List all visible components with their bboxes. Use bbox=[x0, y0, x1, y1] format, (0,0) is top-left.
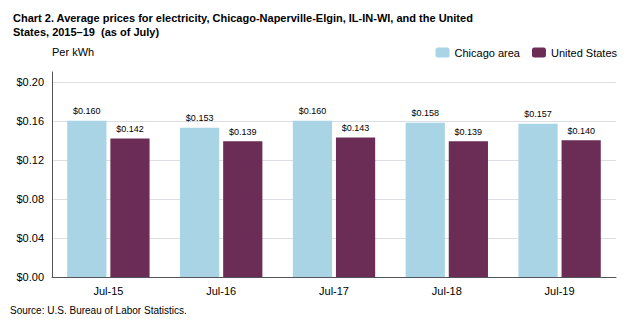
svg-text:$0.00: $0.00 bbox=[16, 271, 44, 283]
svg-text:Source: U.S. Bureau of Labor S: Source: U.S. Bureau of Labor Statistics. bbox=[10, 305, 187, 316]
svg-text:$0.143: $0.143 bbox=[342, 123, 370, 133]
svg-text:Jul-16: Jul-16 bbox=[206, 285, 236, 297]
svg-text:$0.153: $0.153 bbox=[186, 113, 214, 123]
svg-text:$0.140: $0.140 bbox=[567, 126, 595, 136]
svg-text:$0.12: $0.12 bbox=[16, 154, 44, 166]
svg-text:$0.04: $0.04 bbox=[16, 232, 44, 244]
svg-text:Chicago area: Chicago area bbox=[455, 47, 521, 59]
svg-text:$0.139: $0.139 bbox=[229, 127, 257, 137]
svg-text:$0.139: $0.139 bbox=[455, 127, 483, 137]
svg-text:$0.158: $0.158 bbox=[411, 108, 439, 118]
svg-text:Jul-19: Jul-19 bbox=[545, 285, 575, 297]
svg-text:States, 2015–19 (as of July): States, 2015–19 (as of July) bbox=[13, 26, 159, 38]
svg-text:Jul-18: Jul-18 bbox=[432, 285, 462, 297]
svg-text:$0.157: $0.157 bbox=[524, 109, 552, 119]
svg-text:United States: United States bbox=[551, 47, 618, 59]
svg-text:$0.160: $0.160 bbox=[299, 106, 327, 116]
svg-text:Jul-17: Jul-17 bbox=[319, 285, 349, 297]
svg-text:$0.160: $0.160 bbox=[73, 106, 101, 116]
svg-text:$0.20: $0.20 bbox=[16, 76, 44, 88]
svg-text:Per kWh: Per kWh bbox=[52, 46, 94, 58]
svg-text:$0.08: $0.08 bbox=[16, 193, 44, 205]
svg-text:Chart 2. Average prices for el: Chart 2. Average prices for electricity,… bbox=[13, 12, 473, 24]
svg-text:Jul-15: Jul-15 bbox=[93, 285, 123, 297]
svg-text:$0.16: $0.16 bbox=[16, 115, 44, 127]
svg-text:$0.142: $0.142 bbox=[116, 124, 144, 134]
